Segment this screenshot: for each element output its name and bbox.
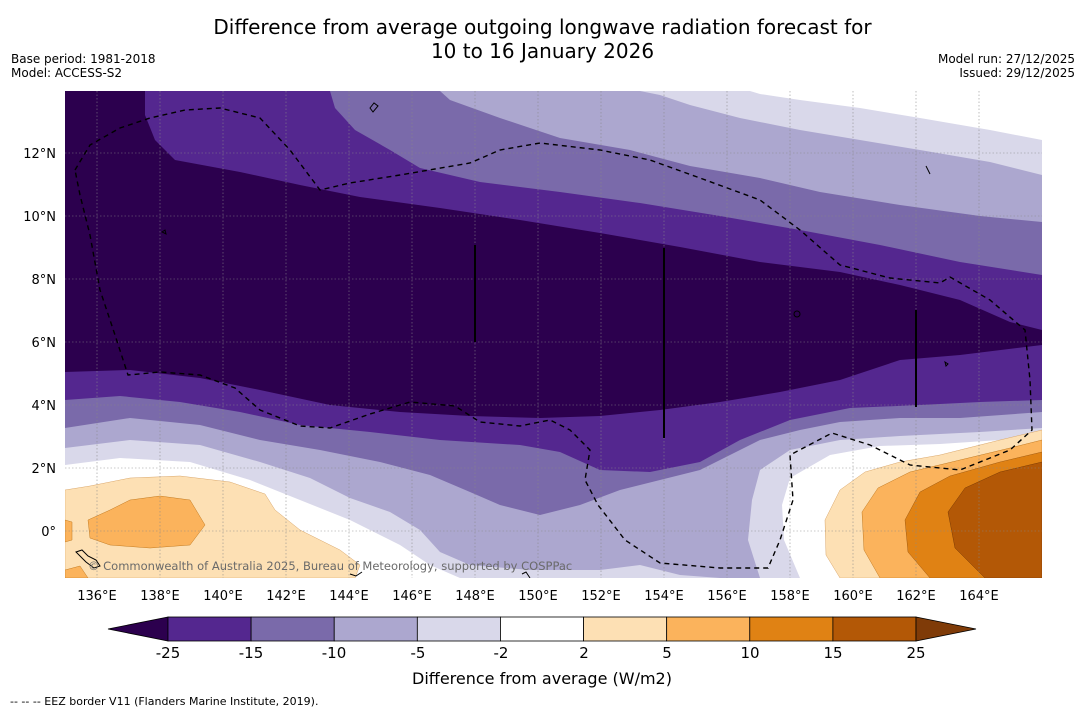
colorbar-label: Difference from average (W/m2) xyxy=(412,669,672,688)
map-plot-area: © Commonwealth of Australia 2025, Bureau… xyxy=(65,91,1042,578)
lon-label: 152°E xyxy=(581,589,621,604)
colorbar-tick: 15 xyxy=(823,644,842,662)
colorbar-arrow-high xyxy=(915,616,977,642)
colorbar-arrow-low xyxy=(107,616,169,642)
title-line-1: Difference from average outgoing longwav… xyxy=(213,15,872,39)
lon-label: 158°E xyxy=(770,589,810,604)
lat-label: 6°N xyxy=(32,336,57,351)
lat-label: 0° xyxy=(41,525,56,540)
lon-label: 144°E xyxy=(329,589,369,604)
lat-label: 2°N xyxy=(32,462,57,477)
lon-label: 156°E xyxy=(707,589,747,604)
lon-label: 164°E xyxy=(959,589,999,604)
colorbar-segment xyxy=(416,616,501,642)
lat-label: 4°N xyxy=(32,399,57,414)
colorbar-segment xyxy=(500,616,584,642)
eez-border xyxy=(74,107,1033,569)
lon-label: 154°E xyxy=(644,589,684,604)
colorbar-segment xyxy=(167,616,252,642)
lon-label: 162°E xyxy=(896,589,936,604)
copyright-text: © Commonwealth of Australia 2025, Bureau… xyxy=(88,559,572,573)
base-period: Base period: 1981-2018 xyxy=(11,52,156,66)
colorbar-tick: -10 xyxy=(322,644,347,662)
colorbar-segment xyxy=(749,616,834,642)
colorbar-segment xyxy=(832,616,917,642)
title-line-2: 10 to 16 January 2026 xyxy=(430,39,655,63)
colorbar-segment xyxy=(250,616,335,642)
eez-legend: -- -- -- EEZ border V11 (Flanders Marine… xyxy=(10,695,319,708)
lon-labels: 136°E 138°E 140°E 142°E 144°E 146°E 148°… xyxy=(77,589,999,604)
lon-label: 146°E xyxy=(392,589,432,604)
lon-label: 150°E xyxy=(518,589,558,604)
lon-label: 160°E xyxy=(833,589,873,604)
gridlines xyxy=(65,91,1042,578)
colorbar-tick: -15 xyxy=(239,644,264,662)
lon-label: 148°E xyxy=(455,589,495,604)
lat-labels: 12°N 10°N 8°N 6°N 4°N 2°N 0° xyxy=(23,147,56,540)
lon-label: 142°E xyxy=(266,589,306,604)
colorbar-tick: 10 xyxy=(740,644,759,662)
colorbar-tick: 5 xyxy=(662,644,672,662)
model-run: Model run: 27/12/2025 xyxy=(937,52,1075,66)
colorbar-segment xyxy=(333,616,418,642)
colorbar-tick: -25 xyxy=(156,644,181,662)
colorbar-tick: -2 xyxy=(494,644,509,662)
colorbar-tick: -5 xyxy=(411,644,426,662)
lat-label: 10°N xyxy=(23,210,56,225)
contour-neutral-north xyxy=(750,91,1042,140)
colorbar-ticks: -25 -15 -10 -5 -2 2 5 10 15 25 xyxy=(156,644,926,662)
lat-label: 8°N xyxy=(32,273,57,288)
contour-15-25-east xyxy=(947,461,1042,578)
meridian-markers xyxy=(474,245,917,438)
colorbar-tick: 25 xyxy=(906,644,925,662)
lon-label: 138°E xyxy=(140,589,180,604)
lat-label: 12°N xyxy=(23,147,56,162)
contour-5-10-west xyxy=(87,495,206,549)
lon-label: 136°E xyxy=(77,589,117,604)
model-name: Model: ACCESS-S2 xyxy=(11,66,123,80)
colorbar-tick: 2 xyxy=(579,644,589,662)
contour-5-10-west-3 xyxy=(65,565,89,578)
lon-label: 140°E xyxy=(203,589,243,604)
islands xyxy=(75,102,949,578)
issued-date: Issued: 29/12/2025 xyxy=(959,66,1075,80)
colorbar xyxy=(107,616,977,642)
colorbar-segment xyxy=(583,616,668,642)
colorbar-segment xyxy=(666,616,751,642)
